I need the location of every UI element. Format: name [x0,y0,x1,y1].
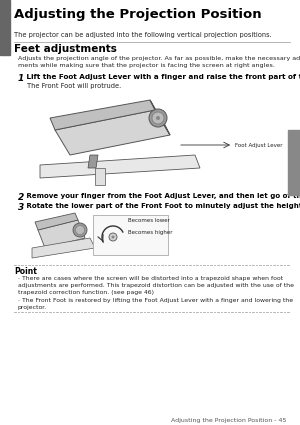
Text: 3: 3 [18,203,24,212]
Bar [93,215,168,255]
Polygon shape [95,168,105,185]
Polygon shape [55,110,170,155]
Polygon shape [38,220,85,248]
Bar [288,130,300,195]
Polygon shape [32,238,95,258]
Text: Remove your finger from the Foot Adjust Lever, and then let go of the projector.: Remove your finger from the Foot Adjust … [24,193,300,199]
Text: The Front Foot will protrude.: The Front Foot will protrude. [27,83,121,89]
Circle shape [76,226,85,235]
Text: Becomes higher: Becomes higher [128,230,172,235]
Circle shape [73,223,87,237]
Polygon shape [50,100,155,130]
Circle shape [149,109,167,127]
Text: Lift the Foot Adjust Lever with a finger and raise the front part of the project: Lift the Foot Adjust Lever with a finger… [24,74,300,80]
Circle shape [109,233,117,241]
Text: 2: 2 [18,193,24,202]
Polygon shape [88,155,98,168]
Text: Rotate the lower part of the Front Foot to minutely adjust the height.: Rotate the lower part of the Front Foot … [24,203,300,209]
Circle shape [156,116,160,120]
Text: Adjusts the projection angle of the projector. As far as possible, make the nece: Adjusts the projection angle of the proj… [18,56,300,68]
Text: The projector can be adjusted into the following vertical projection positions.: The projector can be adjusted into the f… [14,32,272,38]
Polygon shape [150,100,170,135]
Polygon shape [40,155,200,178]
Text: Foot Adjust Lever: Foot Adjust Lever [235,142,283,147]
Polygon shape [35,213,78,230]
Text: Becomes lower: Becomes lower [128,218,170,223]
Text: Adjusting the Projection Position: Adjusting the Projection Position [14,8,262,21]
Text: Feet adjustments: Feet adjustments [14,44,117,54]
Bar [0,0,10,55]
Text: 1: 1 [18,74,24,83]
Text: · There are cases where the screen will be distorted into a trapezoid shape when: · There are cases where the screen will … [18,276,294,295]
Text: Point: Point [14,267,37,276]
Text: Adjusting the Projection Position - 45: Adjusting the Projection Position - 45 [171,418,286,423]
Circle shape [152,112,164,124]
Circle shape [112,235,115,238]
Text: · The Front Foot is restored by lifting the Foot Adjust Lever with a finger and : · The Front Foot is restored by lifting … [18,298,293,310]
